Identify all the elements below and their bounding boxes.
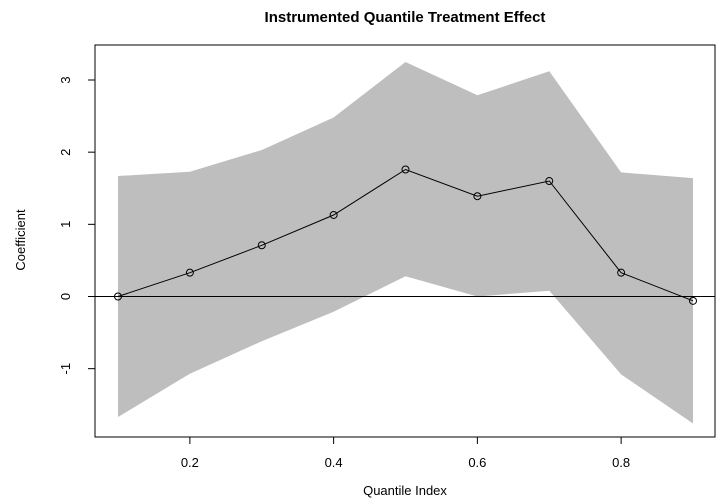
data-point (617, 268, 626, 277)
data-point (329, 210, 338, 219)
y-tick-label: 1 (58, 221, 73, 228)
plot-frame (94, 44, 716, 438)
data-point (545, 177, 554, 186)
data-point (689, 296, 697, 305)
y-tick-label: 2 (58, 149, 73, 156)
series-line (117, 168, 694, 302)
x-axis-label: Quantile Index (363, 483, 447, 498)
y-axis-label: Coefficient (13, 209, 28, 271)
x-tick-label: 0.2 (181, 455, 199, 470)
y-tick-label: 0 (58, 293, 73, 300)
chart-title: Instrumented Quantile Treatment Effect (265, 9, 546, 26)
plot-area: 0.2 0.4 0.6 0.8 -1 0 1 2 3 (58, 44, 716, 470)
data-point (257, 241, 266, 250)
data-point (473, 192, 482, 201)
y-tick-label: -1 (58, 363, 73, 375)
x-tick-label: 0.6 (468, 455, 486, 470)
y-tick-label: 3 (58, 76, 73, 83)
data-point (114, 292, 122, 301)
confidence-band (118, 62, 693, 424)
x-tick-label: 0.4 (325, 455, 343, 470)
data-point (401, 165, 410, 174)
data-point (185, 268, 194, 277)
x-tick-label: 0.8 (612, 455, 630, 470)
